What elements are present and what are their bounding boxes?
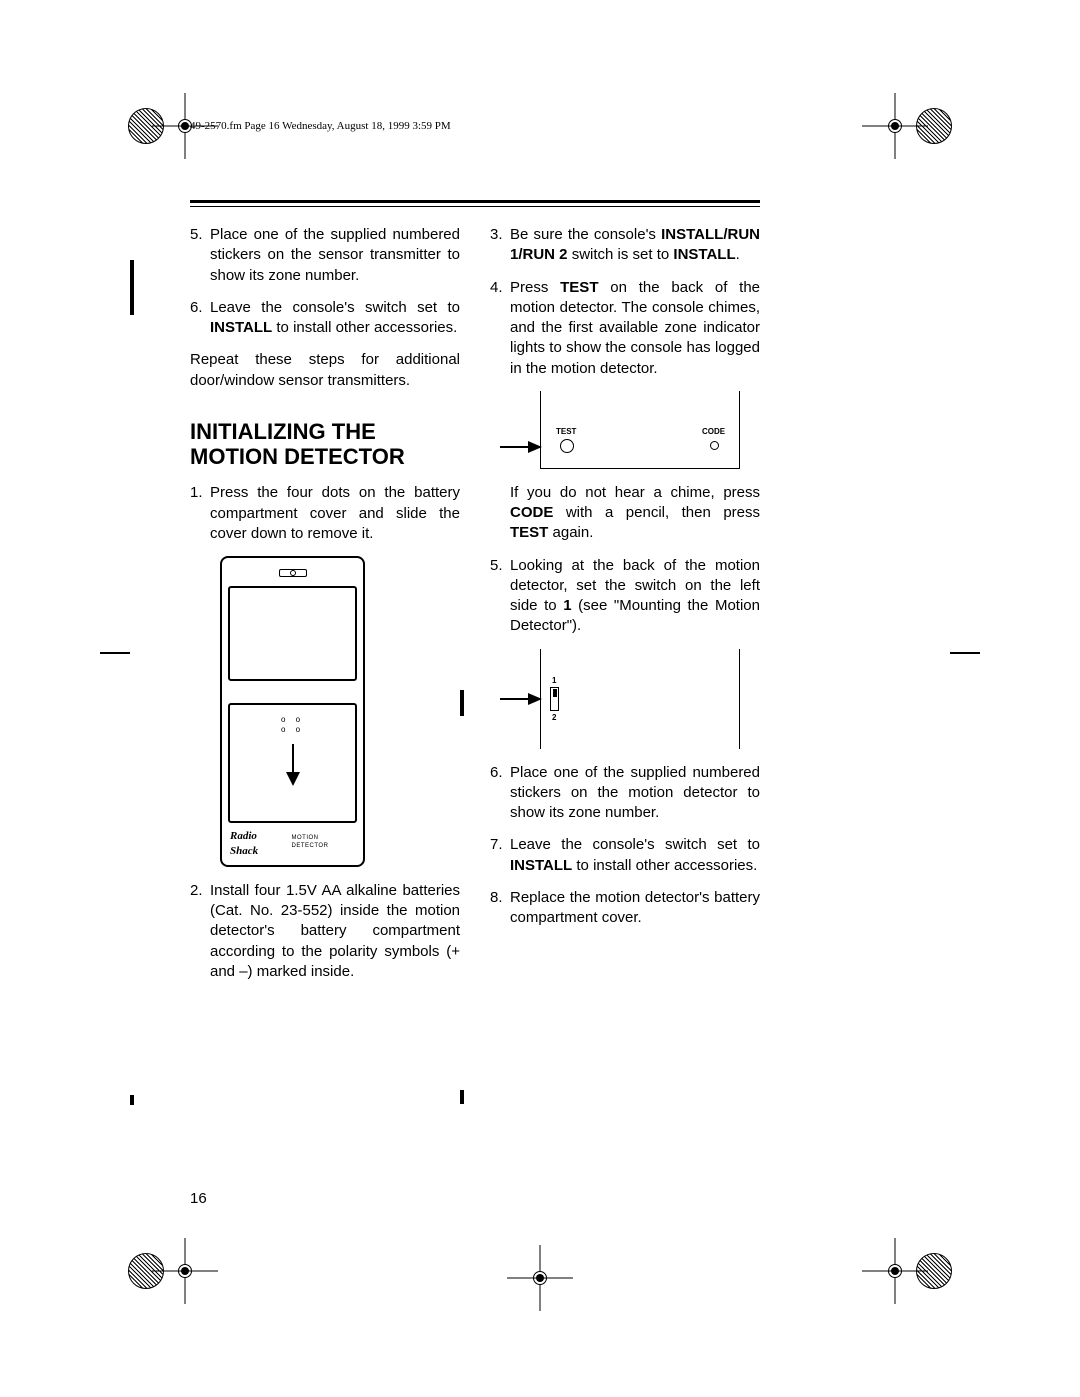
left-list-b: 1.Press the four dots on the battery com… [190,483,460,544]
switch-pos-1-label: 1 [552,676,556,687]
brand-logo: Radio Shack [230,829,286,859]
test-button-icon [560,439,574,453]
list-item-text: Looking at the back of the motion detect… [510,556,760,637]
header-double-rule [190,200,760,207]
register-target-icon [174,1260,196,1282]
code-label: CODE [702,427,725,438]
revision-bar [130,260,134,315]
list-item-number: 2. [190,881,210,982]
crop-mark-bottom-center [529,1267,551,1289]
list-item-text: Press the four dots on the battery compa… [210,483,460,544]
running-header: 49-2570.fm Page 16 Wednesday, August 18,… [190,120,451,132]
list-item-number: 4. [490,278,510,379]
two-column-body: 5.Place one of the supplied numbered sti… [190,225,760,994]
crop-mark-bottom-left [128,1253,196,1289]
list-item: 2.Install four 1.5V AA alkaline batterie… [190,881,460,982]
left-list-c: 2.Install four 1.5V AA alkaline batterie… [190,881,460,982]
list-item-text: Place one of the supplied numbered stick… [510,763,760,824]
left-paragraph-a: Repeat these steps for additional door/w… [190,350,460,391]
revision-bar [130,1095,134,1105]
arrow-right-icon [498,691,542,707]
crop-mark-bottom-right [884,1253,952,1289]
list-item: 5.Looking at the back of the motion dete… [490,556,760,637]
edge-tick-right [950,652,980,654]
section-heading: INITIALIZING THE MOTION DETECTOR [190,419,460,470]
left-column: 5.Place one of the supplied numbered sti… [190,225,460,994]
right-paragraph-a: If you do not hear a chime, press CODE w… [490,483,760,544]
switch-figure: 1 2 [490,649,760,749]
list-item-number: 7. [490,835,510,876]
list-item-number: 6. [490,763,510,824]
list-item-number: 5. [190,225,210,286]
motion-detector-battery-cover: o oo o [228,703,357,823]
list-item-number: 3. [490,225,510,266]
right-list-c: 6.Place one of the supplied numbered sti… [490,763,760,929]
revision-bar [460,1090,464,1104]
list-item-number: 8. [490,888,510,929]
arrow-down-icon [283,742,303,786]
right-column: 3.Be sure the console's INSTALL/RUN 1/RU… [490,225,760,994]
slide-switch-icon [550,687,559,711]
list-item: 8.Replace the motion detector's battery … [490,888,760,929]
list-item-text: Be sure the console's INSTALL/RUN 1/RUN … [510,225,760,266]
list-item-text: Replace the motion detector's battery co… [510,888,760,929]
arrow-right-icon [498,439,542,455]
crop-mark-top-right [884,108,952,144]
battery-cover-dots: o oo o [281,715,304,734]
right-list-b: 5.Looking at the back of the motion dete… [490,556,760,637]
list-item-text: Place one of the supplied numbered stick… [210,225,460,286]
switch-panel [540,649,740,749]
register-target-icon [884,115,906,137]
left-list-a: 5.Place one of the supplied numbered sti… [190,225,460,338]
edge-tick-left [100,652,130,654]
test-code-figure: TEST CODE [490,391,760,469]
list-item: 7.Leave the console's switch set to INST… [490,835,760,876]
list-item-number: 5. [490,556,510,637]
motion-detector-lens [228,586,357,681]
code-button-icon [710,441,719,450]
list-item-text: Leave the console's switch set to INSTAL… [510,835,760,876]
list-item: 4.Press TEST on the back of the motion d… [490,278,760,379]
page-number: 16 [190,1190,207,1207]
motion-detector-top-slot [228,564,357,582]
list-item-number: 1. [190,483,210,544]
register-target-icon [529,1267,551,1289]
test-label: TEST [556,427,576,438]
list-item: 3.Be sure the console's INSTALL/RUN 1/RU… [490,225,760,266]
register-target-icon [884,1260,906,1282]
list-item-text: Install four 1.5V AA alkaline batteries … [210,881,460,982]
list-item: 6.Leave the console's switch set to INST… [190,298,460,339]
list-item: 6.Place one of the supplied numbered sti… [490,763,760,824]
right-list-a: 3.Be sure the console's INSTALL/RUN 1/RU… [490,225,760,379]
list-item-text: Press TEST on the back of the motion det… [510,278,760,379]
list-item: 5.Place one of the supplied numbered sti… [190,225,460,286]
device-label: MOTION DETECTOR [292,834,355,850]
motion-detector-figure: o oo o Radio Shack MOTION DETECTOR [220,556,365,867]
switch-pos-2-label: 2 [552,713,556,724]
list-item-text: Leave the console's switch set to INSTAL… [210,298,460,339]
motion-detector-brand-row: Radio Shack MOTION DETECTOR [228,829,357,859]
list-item-number: 6. [190,298,210,339]
list-item: 1.Press the four dots on the battery com… [190,483,460,544]
crop-mark-top-left [128,108,196,144]
